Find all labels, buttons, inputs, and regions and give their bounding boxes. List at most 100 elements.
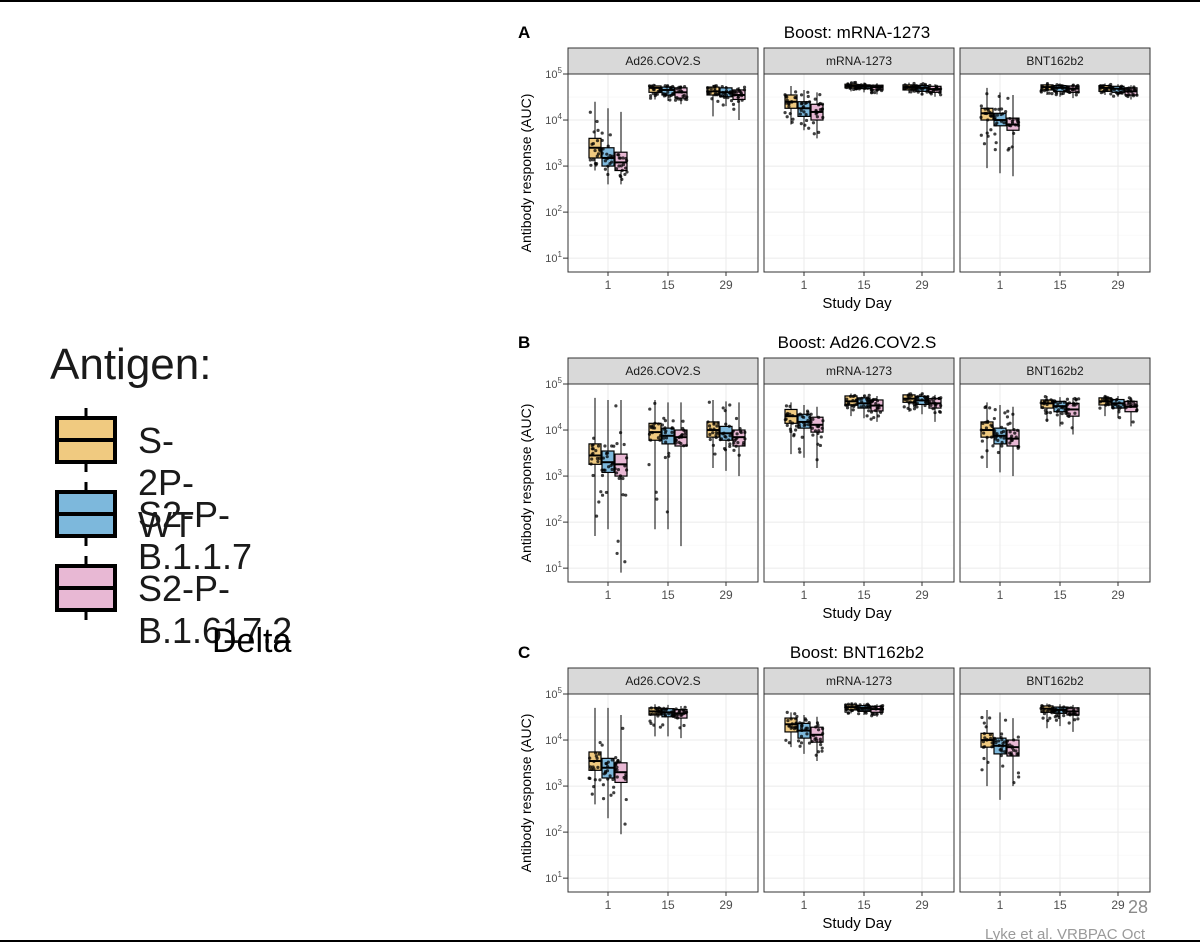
data-point-c-mrna-1273-d1-s2-p-b-1-617-2-17	[811, 734, 816, 738]
data-point-a-bnt162b2-d1-s2-p-b-1-1-7-6	[992, 113, 997, 117]
x-tick-label-b-bnt162b2-29: 29	[1111, 588, 1125, 602]
data-point-c-mrna-1273-d1-s2-p-b-1-1-7-4	[805, 726, 809, 730]
data-point-b-ad26-cov2-s-d15-s2-p-b-1-1-7-10	[662, 416, 666, 420]
data-point-b-mrna-1273-d1-s-2p-wt-7	[794, 428, 798, 432]
data-point-b-mrna-1273-d29-s2-p-b-1-617-2-16	[939, 396, 943, 400]
data-point-c-bnt162b2-d15-s2-p-b-1-1-7-13	[1062, 705, 1066, 709]
data-point-b-ad26-cov2-s-d1-s2-p-b-1-617-2-17	[613, 467, 617, 471]
data-point-b-mrna-1273-d29-s2-p-b-1-617-2-17	[930, 397, 934, 401]
data-point-b-bnt162b2-d15-s2-p-b-1-617-2-6	[1070, 426, 1074, 430]
data-point-c-bnt162b2-d1-s2-p-b-1-617-2-17	[1010, 746, 1014, 750]
data-point-a-ad26-cov2-s-d1-s2-p-b-1-1-7-17	[610, 156, 614, 160]
data-point-a-bnt162b2-d29-s2-p-b-1-1-7-14	[1116, 91, 1120, 95]
data-point-b-mrna-1273-d1-s-2p-wt-12	[785, 423, 789, 427]
data-point-b-mrna-1273-d15-s2-p-b-1-1-7-15	[865, 396, 870, 400]
data-point-b-ad26-cov2-s-d29-s2-p-b-1-1-7-4	[723, 409, 727, 413]
data-point-a-mrna-1273-d1-s2-p-b-1-617-2-2	[813, 97, 817, 101]
data-point-b-ad26-cov2-s-d1-s-2p-wt-0	[594, 449, 598, 453]
data-point-b-mrna-1273-d29-s-2p-wt-13	[905, 398, 909, 403]
y-tick-label-b-5: 105	[545, 376, 562, 391]
data-point-b-mrna-1273-d15-s-2p-wt-17	[845, 406, 850, 410]
data-point-a-bnt162b2-d1-s-2p-wt-16	[979, 104, 983, 108]
data-point-b-mrna-1273-d29-s2-p-b-1-617-2-6	[928, 399, 932, 404]
data-point-c-bnt162b2-d1-s-2p-wt-4	[982, 756, 986, 761]
data-point-b-bnt162b2-d15-s2-p-b-1-1-7-4	[1060, 421, 1064, 425]
data-point-b-ad26-cov2-s-d15-s2-p-b-1-1-7-4	[671, 419, 675, 423]
data-point-a-bnt162b2-d29-s2-p-b-1-617-2-4	[1124, 87, 1128, 91]
plot-border-c-mrna-1273	[763, 693, 955, 893]
legend-item-wt: S-2P-WT	[50, 408, 211, 545]
data-point-a-bnt162b2-d15-s2-p-b-1-617-2-14	[1068, 90, 1072, 94]
data-point-c-bnt162b2-d1-s-2p-wt-12	[984, 725, 988, 729]
plot-panel-c-bnt162b2	[960, 694, 1150, 892]
data-point-b-bnt162b2-d1-s2-p-b-1-1-7-12	[992, 416, 996, 421]
plot-border-a-mrna-1273	[763, 73, 955, 273]
data-point-c-ad26-cov2-s-d1-s2-p-b-1-617-2-14	[614, 756, 618, 760]
data-point-c-mrna-1273-d15-s2-p-b-1-1-7-12	[867, 704, 871, 708]
data-point-b-ad26-cov2-s-d1-s-2p-wt-10	[599, 490, 603, 494]
data-point-b-bnt162b2-d15-s-2p-wt-1	[1040, 405, 1045, 410]
data-point-a-ad26-cov2-s-d15-s2-p-b-1-1-7-11	[663, 84, 667, 88]
data-point-b-bnt162b2-d29-s2-p-b-1-1-7-13	[1111, 405, 1115, 410]
data-point-c-bnt162b2-d1-s2-p-b-1-1-7-17	[997, 739, 1001, 743]
data-point-b-mrna-1273-d1-s2-p-b-1-617-2-1	[819, 435, 823, 439]
x-tick-label-b-ad26-cov2-s-15: 15	[661, 588, 675, 602]
data-point-c-mrna-1273-d15-s2-p-b-1-617-2-15	[879, 710, 883, 714]
plot-border-b-mrna-1273	[763, 383, 955, 583]
data-point-b-bnt162b2-d29-s2-p-b-1-1-7-17	[1119, 405, 1123, 409]
data-point-b-mrna-1273-d1-s2-p-b-1-617-2-4	[810, 426, 814, 430]
data-point-b-ad26-cov2-s-d29-s2-p-b-1-617-2-13	[739, 430, 743, 435]
data-point-b-mrna-1273-d15-s2-p-b-1-617-2-16	[872, 415, 876, 420]
data-point-c-bnt162b2-d15-s2-p-b-1-617-2-16	[1073, 710, 1077, 715]
data-point-a-ad26-cov2-s-d15-s-2p-wt-15	[652, 83, 656, 87]
data-point-c-ad26-cov2-s-d1-s2-p-b-1-1-7-2	[612, 791, 616, 795]
data-point-c-ad26-cov2-s-d15-s-2p-wt-17	[653, 712, 658, 716]
data-point-c-mrna-1273-d1-s2-p-b-1-617-2-14	[816, 750, 821, 754]
data-point-b-mrna-1273-d15-s2-p-b-1-617-2-17	[877, 406, 881, 410]
data-point-b-bnt162b2-d1-s2-p-b-1-617-2-7	[1014, 435, 1018, 439]
data-point-c-bnt162b2-d1-s2-p-b-1-617-2-15	[1008, 743, 1012, 747]
data-point-b-mrna-1273-d15-s2-p-b-1-1-7-16	[867, 409, 871, 413]
x-tick-label-c-bnt162b2-29: 29	[1111, 898, 1125, 912]
facet-strip-a-bnt162b2	[959, 47, 1151, 75]
data-point-b-mrna-1273-d29-s-2p-wt-8	[906, 406, 910, 410]
data-point-a-ad26-cov2-s-d15-s2-p-b-1-1-7-14	[669, 93, 673, 98]
data-point-c-bnt162b2-d1-s2-p-b-1-1-7-11	[999, 753, 1003, 758]
data-point-c-mrna-1273-d1-s2-p-b-1-1-7-15	[796, 739, 801, 743]
data-point-c-mrna-1273-d1-s2-p-b-1-617-2-5	[814, 753, 818, 757]
data-point-b-ad26-cov2-s-d29-s-2p-wt-13	[712, 427, 716, 431]
data-point-a-ad26-cov2-s-d1-s2-p-b-1-617-2-17	[614, 167, 619, 171]
data-point-b-bnt162b2-d29-s2-p-b-1-1-7-11	[1110, 398, 1114, 402]
data-point-c-mrna-1273-d1-s2-p-b-1-1-7-14	[798, 744, 802, 748]
data-point-a-bnt162b2-d1-s2-p-b-1-1-7-7	[997, 107, 1001, 111]
data-point-a-bnt162b2-d1-s2-p-b-1-1-7-2	[994, 141, 998, 145]
data-point-b-ad26-cov2-s-d15-s-2p-wt-15	[647, 463, 651, 467]
data-point-b-ad26-cov2-s-d29-s2-p-b-1-1-7-0	[728, 434, 732, 438]
data-point-c-ad26-cov2-s-d1-s2-p-b-1-1-7-10	[603, 771, 608, 775]
panel-label-c: C	[518, 643, 530, 662]
data-point-b-bnt162b2-d15-s2-p-b-1-617-2-0	[1077, 397, 1081, 401]
data-point-b-bnt162b2-d29-s2-p-b-1-617-2-6	[1124, 406, 1128, 410]
data-point-b-bnt162b2-d1-s-2p-wt-2	[991, 444, 995, 448]
x-tick-label-b-mrna-1273-1: 1	[801, 588, 808, 602]
data-point-c-ad26-cov2-s-d1-s2-p-b-1-1-7-16	[610, 758, 614, 762]
data-point-c-bnt162b2-d1-s-2p-wt-7	[989, 736, 993, 741]
legend-label-b16172: S2-P-B.1.617.2	[138, 568, 293, 651]
data-point-b-bnt162b2-d29-s2-p-b-1-617-2-11	[1132, 400, 1136, 404]
data-point-c-bnt162b2-d1-s-2p-wt-15	[982, 732, 986, 736]
data-point-a-bnt162b2-d1-s2-p-b-1-1-7-3	[999, 107, 1004, 111]
data-point-a-ad26-cov2-s-d15-s-2p-wt-9	[649, 94, 653, 98]
data-point-a-ad26-cov2-s-d1-s2-p-b-1-1-7-7	[606, 156, 610, 160]
data-point-b-bnt162b2-d29-s2-p-b-1-617-2-17	[1131, 420, 1135, 424]
data-point-a-mrna-1273-d15-s-2p-wt-14	[853, 80, 858, 85]
data-point-b-mrna-1273-d15-s-2p-wt-13	[854, 402, 859, 406]
data-point-b-ad26-cov2-s-d15-s2-p-b-1-1-7-11	[663, 455, 667, 460]
data-point-b-bnt162b2-d1-s2-p-b-1-1-7-4	[996, 438, 1000, 442]
data-point-b-bnt162b2-d1-s2-p-b-1-617-2-17	[1016, 445, 1020, 449]
data-point-a-ad26-cov2-s-d15-s2-p-b-1-617-2-11	[679, 98, 683, 102]
data-point-b-bnt162b2-d15-s2-p-b-1-617-2-4	[1065, 397, 1070, 401]
data-point-a-ad26-cov2-s-d1-s2-p-b-1-617-2-3	[625, 170, 629, 174]
data-point-a-mrna-1273-d1-s2-p-b-1-1-7-0	[803, 123, 807, 127]
data-point-c-mrna-1273-d1-s-2p-wt-7	[793, 712, 797, 716]
data-point-c-mrna-1273-d1-s2-p-b-1-617-2-0	[818, 740, 823, 744]
